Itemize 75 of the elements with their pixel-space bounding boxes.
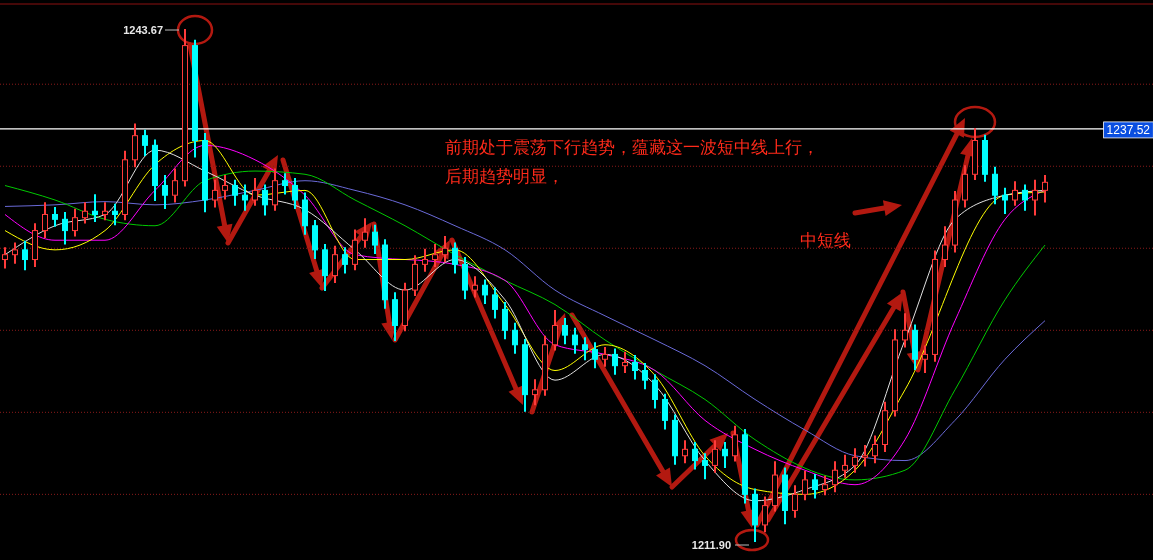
candlestick	[902, 313, 908, 348]
candlestick	[252, 178, 258, 206]
candlestick	[762, 496, 768, 533]
candlestick	[842, 454, 848, 478]
ref-line-label: 1237.52	[1106, 122, 1151, 137]
candlestick	[482, 279, 488, 304]
candlestick	[722, 441, 728, 469]
candlestick	[2, 247, 8, 269]
candlestick	[142, 129, 148, 156]
candlestick	[552, 309, 558, 351]
candlestick	[922, 345, 928, 374]
candlestick	[82, 202, 88, 224]
candlestick	[652, 374, 658, 409]
candlestick	[792, 485, 798, 518]
candlestick	[432, 244, 438, 267]
candlestick	[1032, 179, 1038, 216]
annotation: 1243.67	[123, 24, 163, 36]
candlestick	[632, 355, 638, 380]
annotation: 后期趋势明显，	[445, 166, 564, 186]
candlestick	[342, 247, 348, 274]
candlestick	[372, 224, 378, 255]
candlestick	[832, 461, 838, 493]
candlestick	[852, 448, 858, 473]
annotation: 中短线	[800, 230, 851, 250]
candlestick	[1022, 184, 1028, 211]
candlestick	[222, 174, 228, 200]
candlestick	[862, 445, 868, 467]
candlestick	[262, 184, 268, 216]
candlestick	[532, 379, 538, 406]
candlestick	[422, 248, 428, 272]
candlestick	[22, 240, 28, 271]
candlestick	[1002, 187, 1008, 214]
candlestick	[362, 218, 368, 248]
candlestick	[282, 173, 288, 195]
candlestick	[572, 327, 578, 354]
candlestick	[622, 351, 628, 374]
candlestick	[582, 337, 588, 361]
candlestick	[592, 342, 598, 369]
candlestick	[62, 211, 68, 245]
candlestick	[242, 184, 248, 211]
candlestick	[712, 440, 718, 473]
candlestick	[642, 363, 648, 390]
candlestick	[172, 168, 178, 203]
candlestick	[452, 242, 458, 274]
candlestick	[12, 242, 18, 264]
candlestick	[812, 474, 818, 499]
candlestick	[562, 318, 568, 345]
candlestick	[1012, 181, 1018, 206]
candlestick	[162, 174, 168, 210]
annotation: 前期处于震荡下行趋势，蕴藏这一波短中线上行，	[445, 137, 819, 157]
candlestick	[212, 179, 218, 208]
candlestick	[1042, 174, 1048, 203]
candlestick	[472, 276, 478, 298]
candlestick	[512, 322, 518, 354]
candlestick	[702, 453, 708, 480]
candlestick	[232, 179, 238, 206]
candlestick	[292, 178, 298, 210]
candlestick	[692, 441, 698, 470]
candlestick	[502, 301, 508, 340]
candlestick	[42, 202, 48, 239]
candlestick	[92, 194, 98, 222]
candlestick	[942, 226, 948, 267]
candlestick	[72, 208, 78, 237]
candlestick	[732, 425, 738, 462]
candlestick	[612, 348, 618, 375]
candlestick	[442, 236, 448, 263]
candlestick	[112, 203, 118, 226]
candlestick	[992, 166, 998, 205]
candlestick	[872, 435, 878, 464]
candlestick	[492, 287, 498, 319]
candlestick	[332, 245, 338, 284]
annotation: 1211.90	[691, 539, 731, 551]
candlestick	[682, 440, 688, 464]
candlestick	[802, 470, 808, 501]
candlestick	[662, 393, 668, 430]
